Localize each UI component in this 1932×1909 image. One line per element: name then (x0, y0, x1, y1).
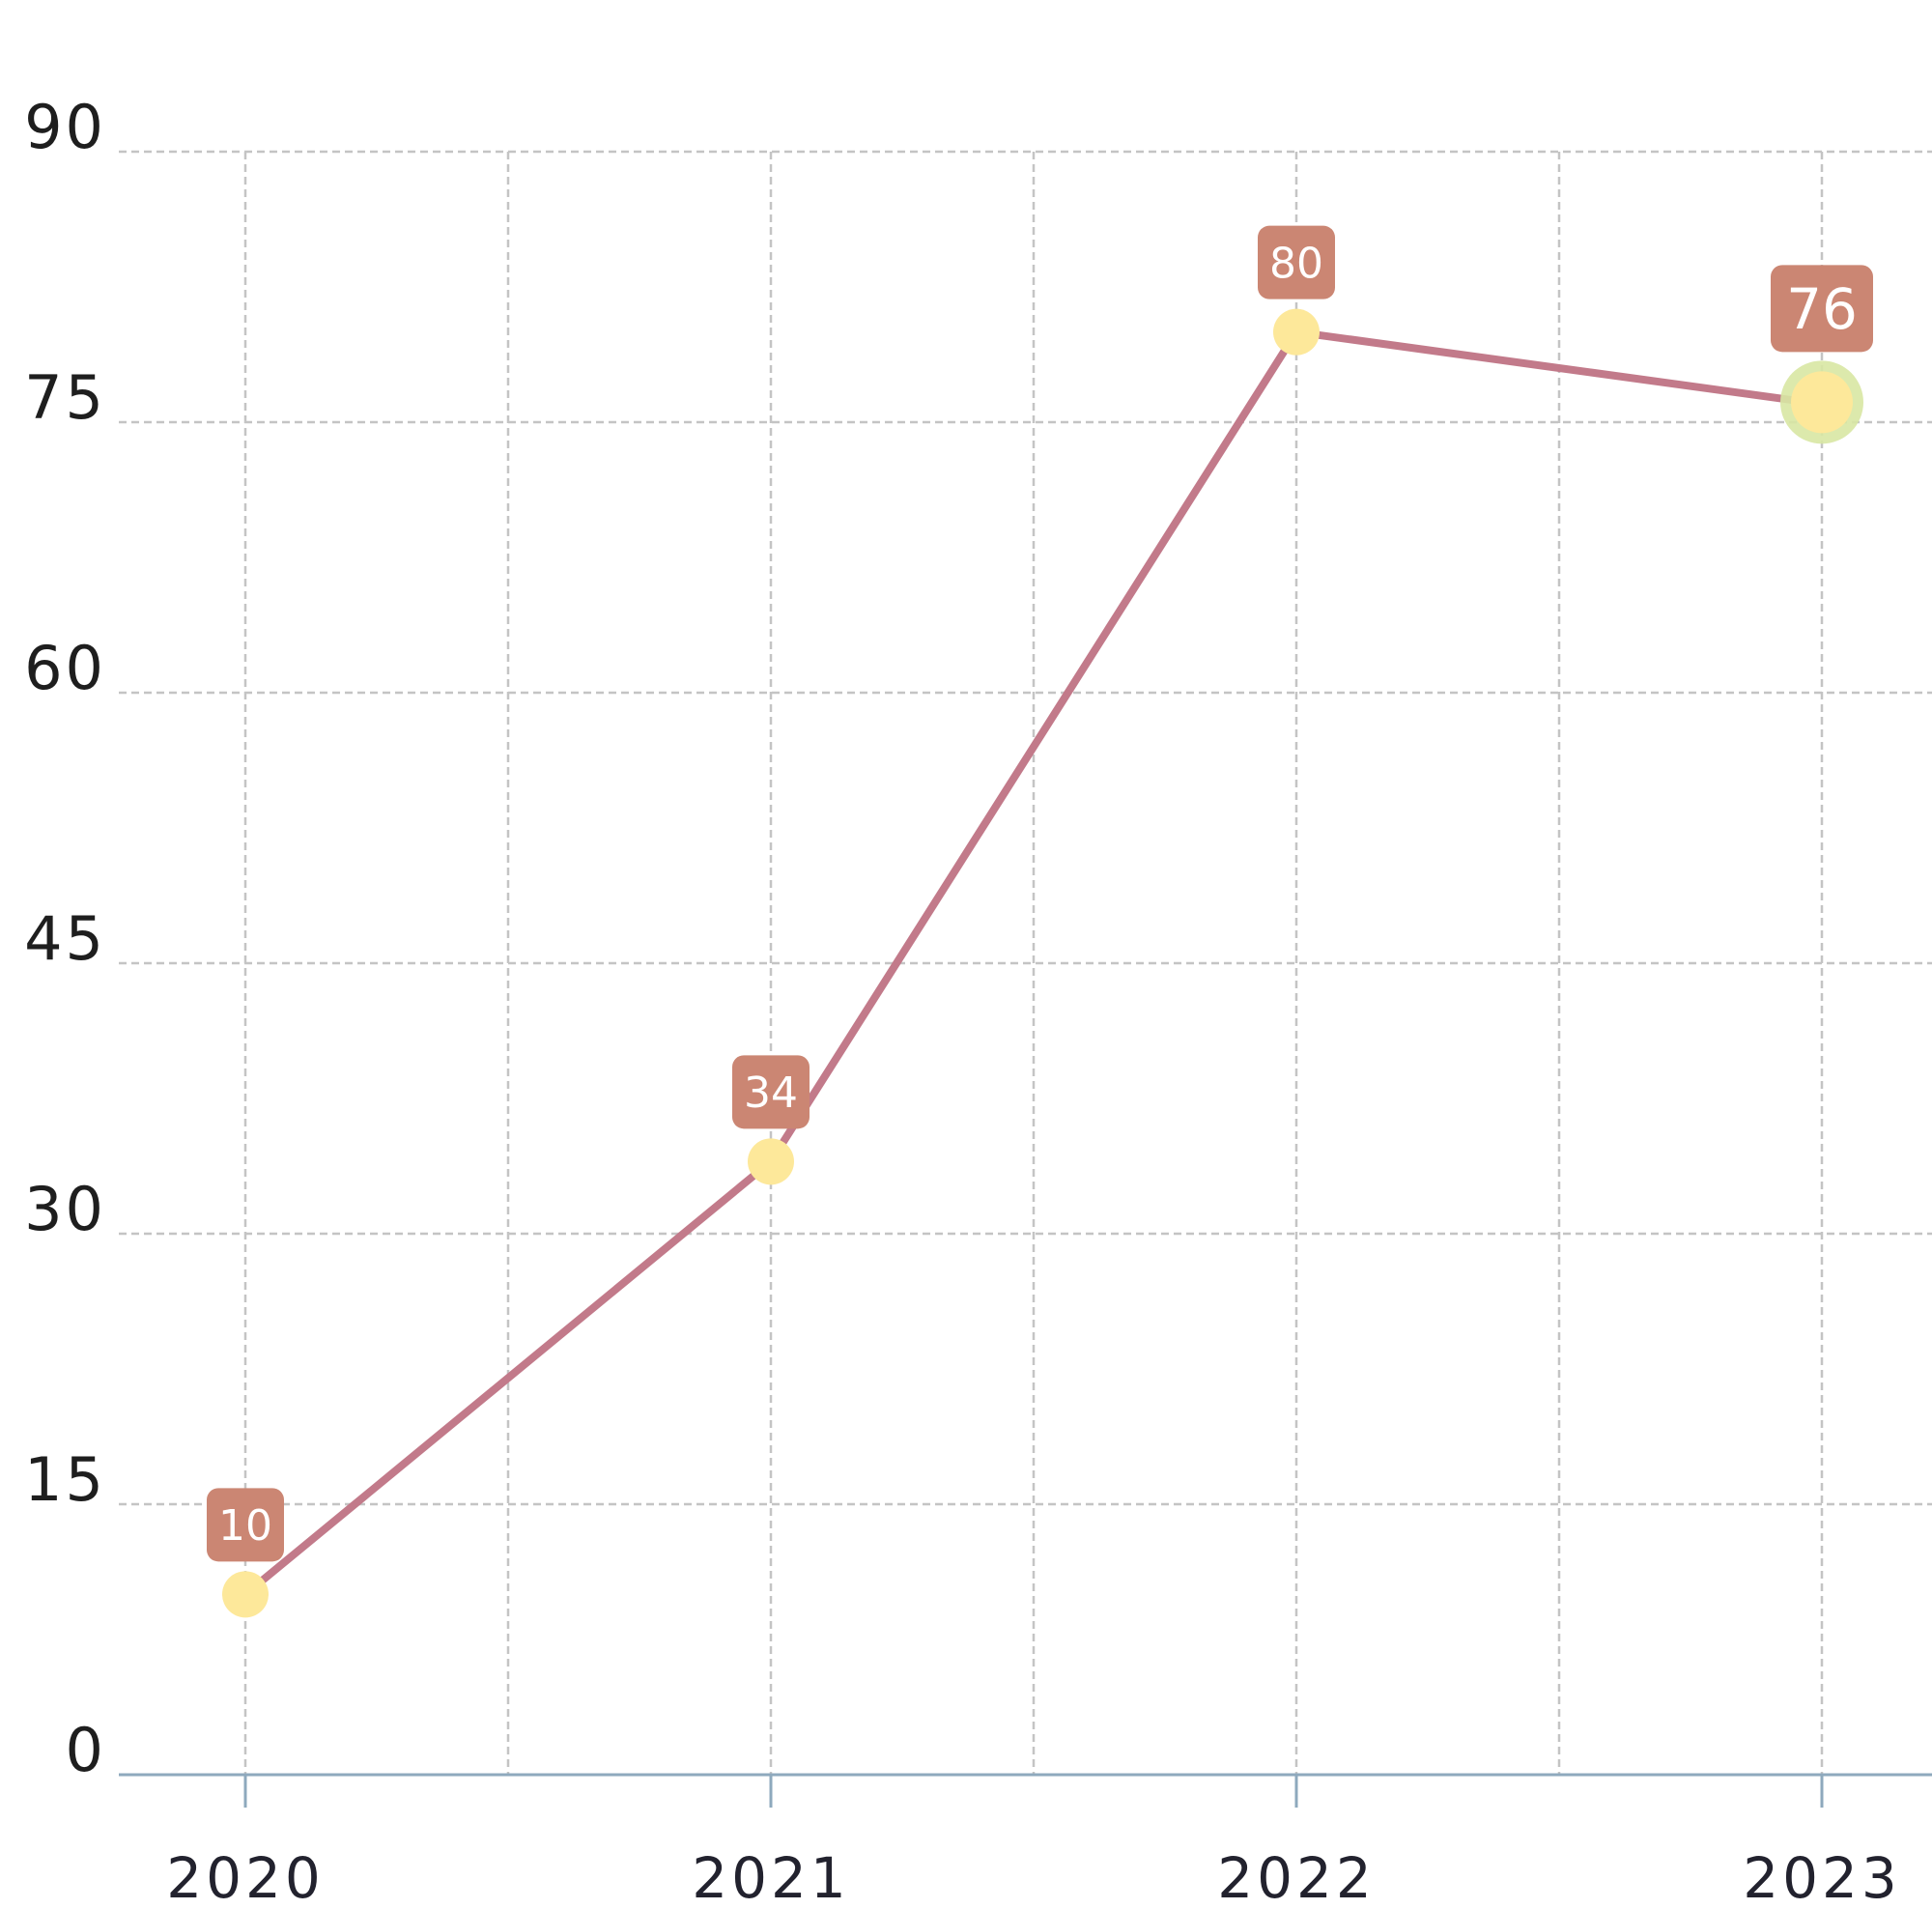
data-label: 80 (1269, 240, 1323, 289)
x-tick-label: 2023 (1743, 1845, 1901, 1909)
series-line (242, 328, 1826, 1599)
data-labels: 10 34 80 76 (207, 225, 1873, 1562)
data-label: 10 (218, 1501, 272, 1551)
data-label: 76 (1786, 276, 1858, 342)
y-tick-label: 90 (24, 92, 106, 162)
axes: 0 15 30 45 60 75 90 2020 2021 2022 2023 (24, 92, 1932, 1909)
y-tick-label: 60 (24, 633, 106, 703)
y-tick-label: 0 (66, 1715, 106, 1785)
data-point (748, 1138, 794, 1185)
data-label-badge (1771, 265, 1873, 353)
data-label-badge (1258, 225, 1335, 299)
y-tick-label: 45 (24, 903, 106, 974)
grid (119, 150, 1932, 1775)
x-tick-label: 2020 (166, 1845, 325, 1909)
series (222, 308, 1863, 1618)
data-label-badge (207, 1488, 284, 1562)
y-tick-label: 30 (24, 1174, 106, 1244)
data-point (222, 1571, 269, 1618)
data-point (1273, 308, 1320, 356)
x-tick-label: 2021 (692, 1845, 850, 1909)
data-point (1791, 371, 1853, 434)
y-tick-label: 75 (24, 362, 106, 433)
data-label-badge (732, 1055, 810, 1129)
data-label: 34 (744, 1068, 798, 1118)
y-tick-label: 15 (24, 1444, 106, 1515)
x-tick-label: 2022 (1217, 1845, 1376, 1909)
